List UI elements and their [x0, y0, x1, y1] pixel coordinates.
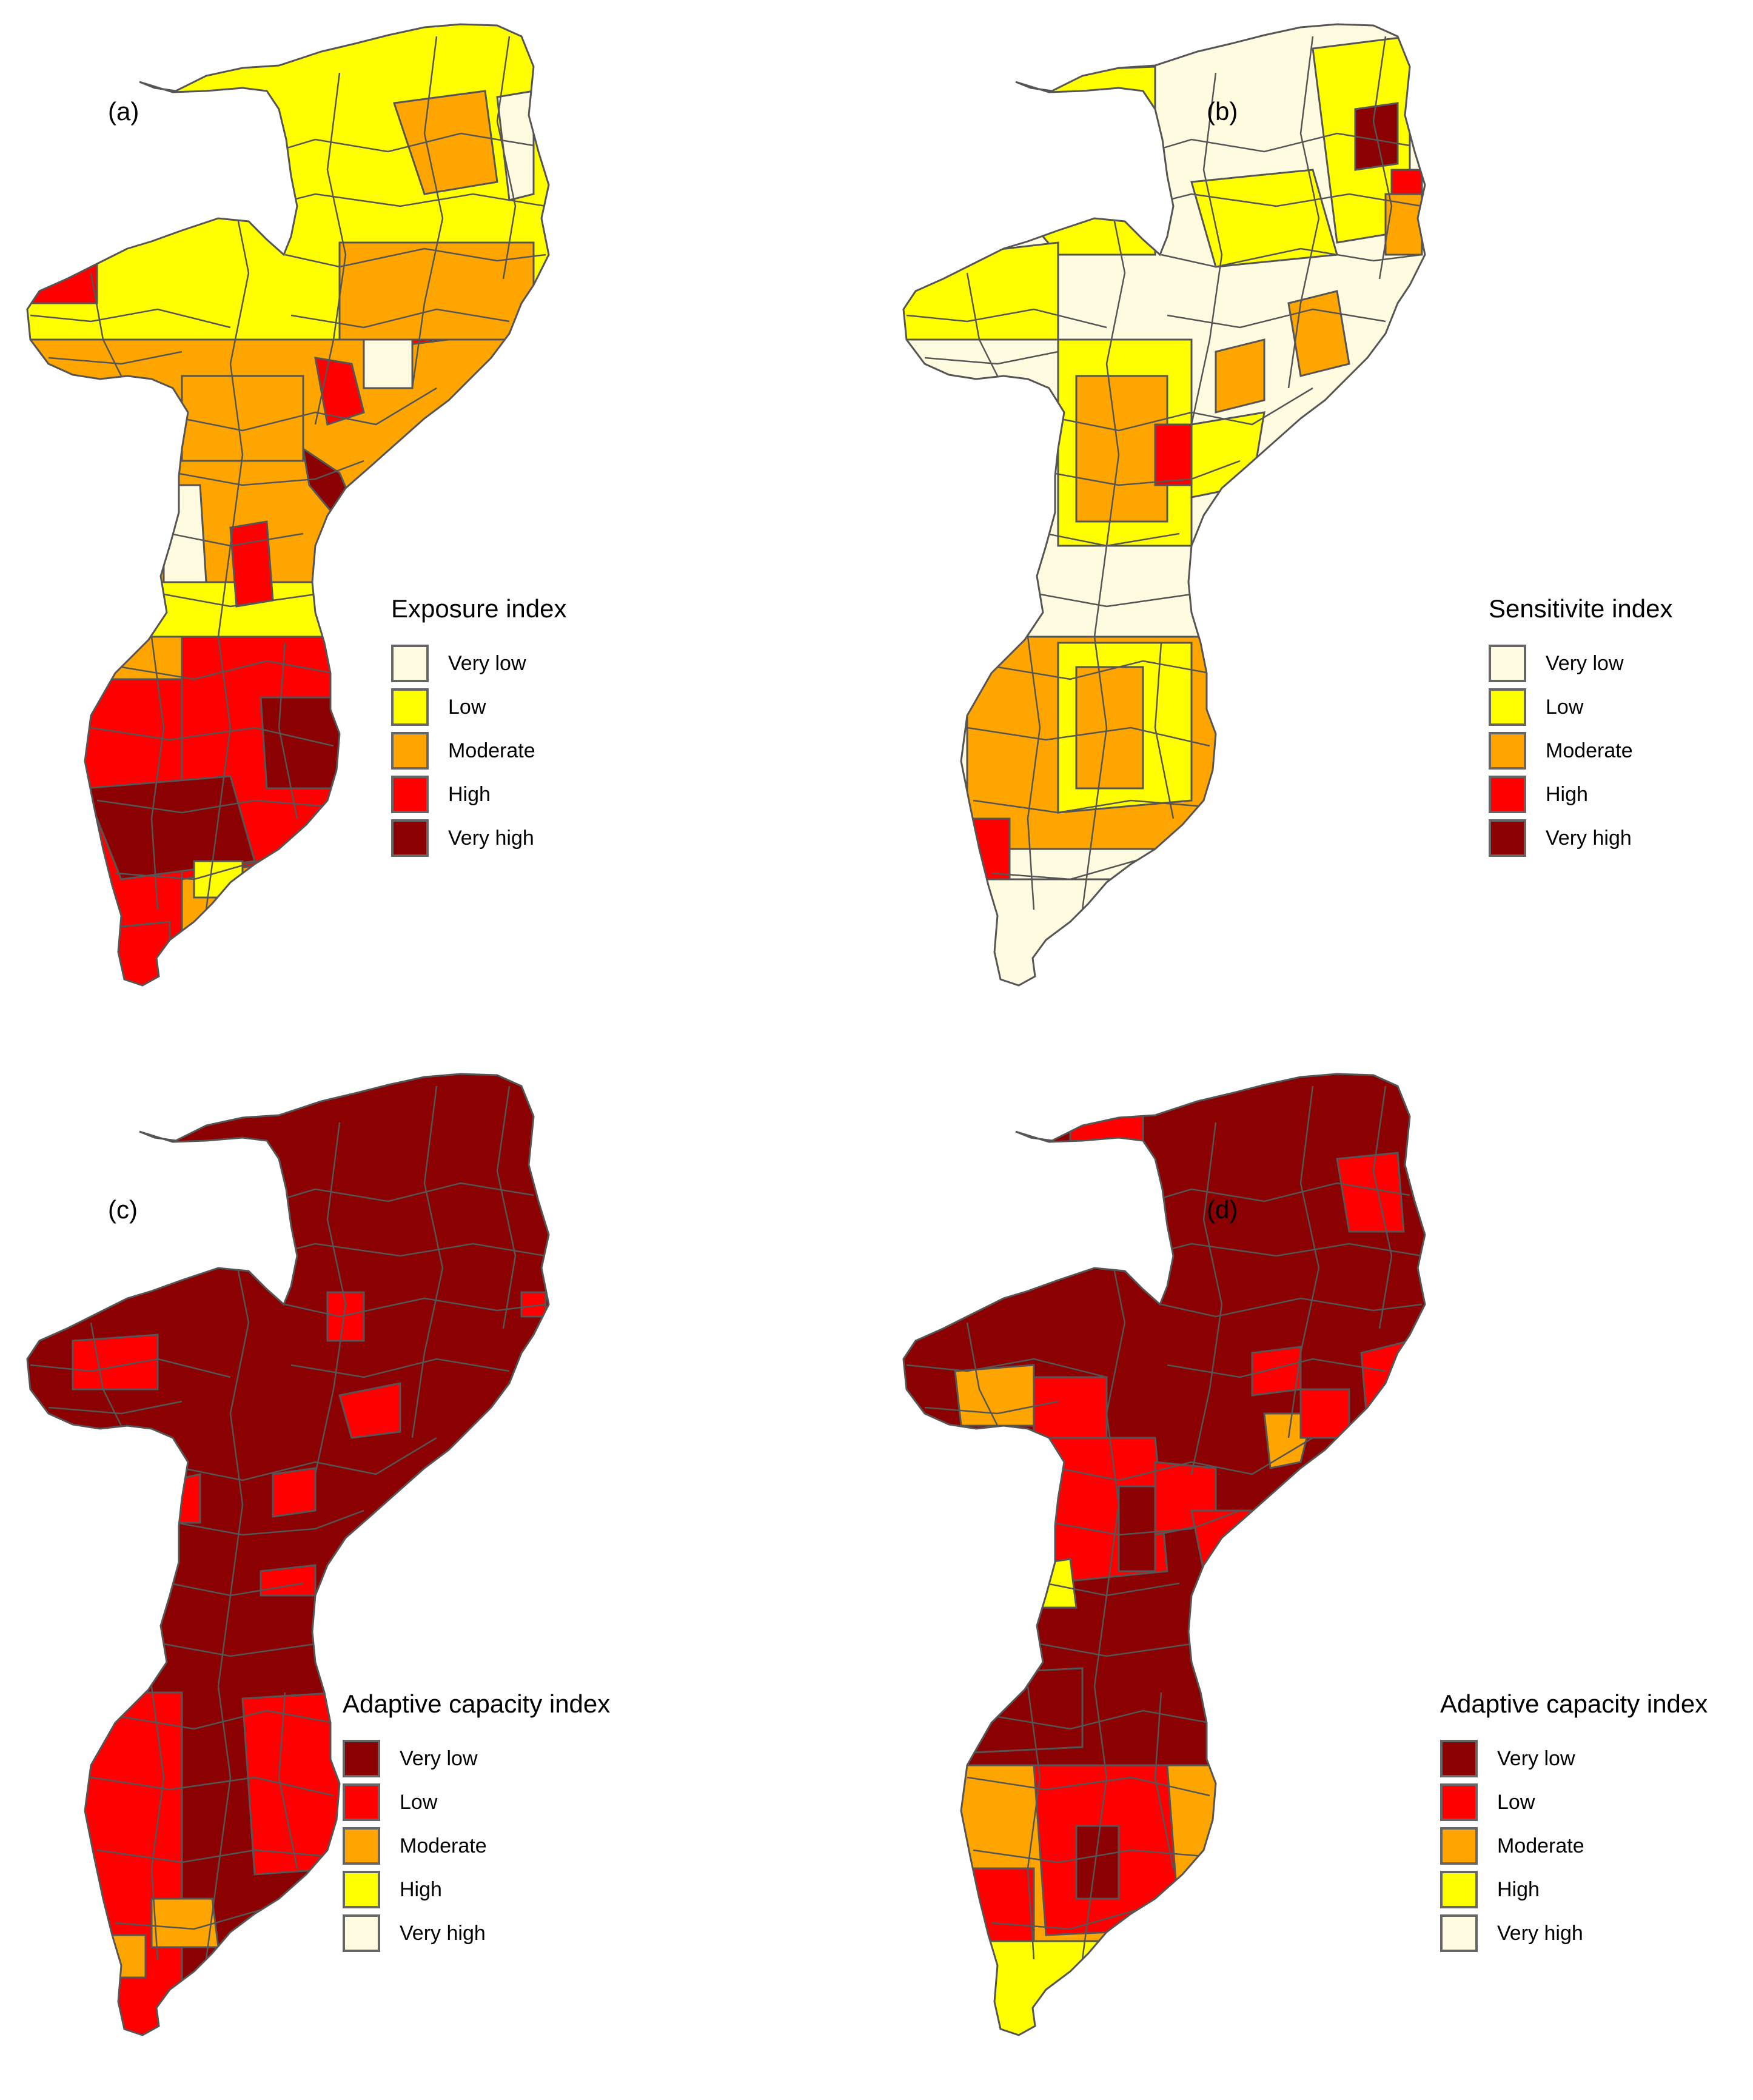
- legend-item: Very low: [1489, 642, 1673, 685]
- map-panel-c: (c) Adaptive capacity index Very low Low…: [0, 1050, 876, 2099]
- legend-label: Low: [1497, 1790, 1535, 1814]
- legend-label: Very low: [1546, 651, 1624, 675]
- legend-swatch: [343, 1783, 380, 1821]
- legend-swatch: [1489, 776, 1526, 813]
- legend-label: High: [1497, 1877, 1540, 1901]
- legend-swatch: [1489, 732, 1526, 770]
- legend-title: Sensitivite index: [1489, 594, 1673, 623]
- legend-swatch: [1440, 1914, 1478, 1952]
- legend-swatch: [391, 819, 429, 857]
- legend-item: Very high: [391, 816, 567, 860]
- legend-label: Very high: [1497, 1921, 1583, 1945]
- legend-swatch: [391, 688, 429, 726]
- legend-item: Low: [1489, 685, 1673, 729]
- legend-label: Moderate: [1546, 739, 1633, 762]
- legend-swatch: [343, 1740, 380, 1777]
- legend-swatch: [1489, 688, 1526, 726]
- legend-item: Moderate: [1440, 1824, 1708, 1868]
- legend-swatch: [391, 645, 429, 682]
- mozambique-map-c: [26, 1073, 550, 2036]
- legend-swatch: [1440, 1740, 1478, 1777]
- legend-item: Low: [1440, 1780, 1708, 1824]
- map-panel-d: (d) Adaptive capacity index Very low Low…: [876, 1050, 1752, 2099]
- legend-label: Low: [448, 695, 486, 719]
- mozambique-map-d: [902, 1073, 1426, 2036]
- legend-title: Exposure index: [391, 594, 567, 623]
- legend-item: High: [391, 773, 567, 816]
- mozambique-map-b: [902, 23, 1426, 987]
- legend-label: High: [1546, 782, 1588, 806]
- legend-item: High: [343, 1868, 610, 1911]
- legend-item: High: [1440, 1868, 1708, 1911]
- map-panel-b: (b) Sensitivite index Very low Low Moder…: [876, 0, 1752, 1050]
- legend-label: Very high: [448, 826, 534, 850]
- legend-swatch: [343, 1914, 380, 1952]
- legend-label: Moderate: [1497, 1834, 1584, 1857]
- legend: Adaptive capacity index Very low Low Mod…: [1440, 1689, 1708, 1955]
- legend-swatch: [1440, 1871, 1478, 1908]
- panel-label: (d): [1207, 1195, 1238, 1224]
- legend-item: Very low: [1440, 1737, 1708, 1780]
- legend-swatch: [391, 732, 429, 770]
- legend-swatch: [1489, 645, 1526, 682]
- legend-swatch: [343, 1827, 380, 1865]
- legend: Exposure index Very low Low Moderate Hig…: [391, 594, 567, 860]
- legend-item: Very high: [1489, 816, 1673, 860]
- legend-item: High: [1489, 773, 1673, 816]
- legend-item: Very high: [343, 1911, 610, 1955]
- legend-swatch: [391, 776, 429, 813]
- legend-swatch: [1440, 1783, 1478, 1821]
- legend-label: Moderate: [448, 739, 535, 762]
- legend-label: Very high: [400, 1921, 486, 1945]
- legend-title: Adaptive capacity index: [343, 1689, 611, 1718]
- legend-swatch: [1440, 1827, 1478, 1865]
- mozambique-map-a: [26, 23, 550, 987]
- legend-title: Adaptive capacity index: [1440, 1689, 1708, 1718]
- legend: Sensitivite index Very low Low Moderate …: [1489, 594, 1673, 860]
- panel-label: (b): [1207, 97, 1238, 126]
- legend-label: Low: [400, 1790, 438, 1814]
- legend-item: Moderate: [1489, 729, 1673, 773]
- legend-label: Very low: [1497, 1746, 1575, 1770]
- map-panel-a: (a) Exposure index Very low Low Moderate…: [0, 0, 876, 1050]
- legend-item: Low: [391, 685, 567, 729]
- legend-label: High: [400, 1877, 442, 1901]
- legend-item: Moderate: [343, 1824, 610, 1868]
- legend-label: Low: [1546, 695, 1584, 719]
- panel-label: (a): [108, 97, 139, 126]
- legend-item: Very low: [343, 1737, 610, 1780]
- legend-label: High: [448, 782, 491, 806]
- panel-label: (c): [108, 1195, 138, 1224]
- legend: Adaptive capacity index Very low Low Mod…: [343, 1689, 610, 1955]
- legend-label: Very high: [1546, 826, 1632, 850]
- legend-swatch: [343, 1871, 380, 1908]
- legend-label: Very low: [400, 1746, 478, 1770]
- legend-swatch: [1489, 819, 1526, 857]
- legend-label: Very low: [448, 651, 526, 675]
- legend-label: Moderate: [400, 1834, 487, 1857]
- legend-item: Very low: [391, 642, 567, 685]
- legend-item: Very high: [1440, 1911, 1708, 1955]
- legend-item: Low: [343, 1780, 610, 1824]
- legend-item: Moderate: [391, 729, 567, 773]
